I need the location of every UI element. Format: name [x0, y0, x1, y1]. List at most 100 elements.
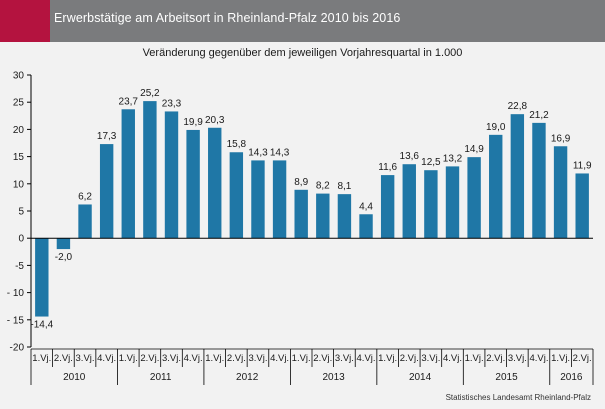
year-label: 2011 [150, 372, 172, 383]
bar [99, 144, 114, 239]
bar [337, 194, 352, 239]
x-tick-label: 2.Vj. [486, 353, 505, 364]
bar [553, 146, 568, 239]
x-tick-label: 4.Vj. [443, 353, 462, 364]
y-tick-label: - 10 [7, 288, 25, 299]
chart-title: Erwerbstätige am Arbeitsort in Rheinland… [54, 11, 401, 25]
data-label: 22,8 [508, 101, 528, 112]
bar [164, 111, 179, 239]
data-label: 15,8 [227, 139, 247, 150]
x-tick-label: 4.Vj. [357, 353, 376, 364]
y-tick-label: 20 [13, 125, 25, 136]
x-tick-label: 2.Vj. [400, 353, 419, 364]
year-label: 2014 [409, 372, 432, 383]
x-tick-label: 3.Vj. [421, 353, 440, 364]
x-tick-label: 1.Vj. [551, 353, 570, 364]
bar [78, 204, 92, 239]
header-accent [0, 0, 50, 42]
year-label: 2013 [322, 372, 345, 383]
x-tick-label: 2.Vj. [573, 353, 592, 364]
y-tick-label: - 15 [7, 315, 25, 326]
x-tick-label: 3.Vj. [508, 353, 527, 364]
x-tick-label: 3.Vj. [162, 353, 181, 364]
bar [294, 189, 308, 239]
x-tick-label: 4.Vj. [184, 353, 203, 364]
data-label: 6,2 [78, 191, 92, 202]
bar [575, 173, 589, 239]
y-tick-label: -20 [10, 343, 25, 354]
bar [272, 160, 287, 239]
x-tick-label: 1.Vj. [119, 353, 138, 364]
data-label: 17,3 [97, 131, 117, 142]
source-note: Statistisches Landesamt Rheinland-Pfalz [445, 393, 591, 402]
bar [510, 114, 525, 239]
bar [121, 109, 135, 239]
data-label: 21,2 [529, 110, 549, 121]
bar [316, 193, 330, 239]
data-label: 23,3 [162, 98, 182, 109]
x-tick-label: 2.Vj. [227, 353, 246, 364]
x-tick-label: 2.Vj. [313, 353, 332, 364]
data-label: 23,7 [119, 96, 139, 107]
bar [380, 175, 395, 239]
header-bar: Erwerbstätige am Arbeitsort in Rheinland… [0, 0, 605, 42]
y-tick-label: 5 [18, 207, 24, 218]
bar [424, 170, 438, 239]
data-label: 8,2 [316, 181, 330, 192]
bar [445, 166, 460, 239]
data-label: 8,9 [294, 177, 308, 188]
year-label: 2010 [63, 372, 86, 383]
data-label: 13,2 [443, 153, 463, 164]
bar [229, 152, 244, 239]
bar [489, 134, 503, 239]
x-tick-label: 1.Vj. [205, 353, 224, 364]
data-label: -14,4 [30, 320, 53, 331]
data-label: 12,5 [421, 157, 441, 168]
bar [143, 101, 157, 239]
data-label: 4,4 [359, 201, 373, 212]
data-label: 14,3 [248, 147, 268, 158]
y-tick-label: 0 [18, 234, 24, 245]
x-tick-label: 2.Vj. [54, 353, 73, 364]
x-tick-label: 3.Vj. [248, 353, 267, 364]
bar [359, 214, 373, 239]
data-label: 11,9 [573, 160, 592, 171]
y-tick-label: 10 [13, 179, 25, 190]
data-label: -2,0 [55, 252, 73, 263]
year-label: 2015 [495, 372, 518, 383]
data-label: 13,6 [400, 151, 420, 162]
bar [251, 160, 265, 239]
x-tick-label: 3.Vj. [335, 353, 354, 364]
data-label: 19,0 [486, 122, 506, 133]
year-label: 2016 [560, 372, 583, 383]
y-tick-label: 30 [13, 71, 25, 82]
x-tick-label: 1.Vj. [378, 353, 397, 364]
y-tick-label: 25 [13, 98, 25, 109]
x-tick-label: 4.Vj. [270, 353, 289, 364]
y-tick-label: -5 [15, 261, 24, 272]
x-tick-label: 3.Vj. [76, 353, 95, 364]
bar [186, 129, 200, 239]
bar [532, 122, 546, 239]
x-tick-label: 1.Vj. [32, 353, 51, 364]
bar [35, 238, 49, 317]
x-tick-label: 1.Vj. [292, 353, 311, 364]
x-tick-label: 1.Vj. [465, 353, 484, 364]
data-label: 11,6 [378, 162, 397, 173]
bar [467, 157, 481, 239]
x-tick-label: 2.Vj. [140, 353, 159, 364]
y-tick-label: 15 [13, 152, 25, 163]
year-label: 2012 [236, 372, 259, 383]
data-label: 19,9 [183, 117, 203, 128]
x-tick-label: 4.Vj. [97, 353, 116, 364]
bar [402, 164, 416, 239]
x-tick-label: 4.Vj. [529, 353, 548, 364]
data-label: 14,3 [270, 147, 290, 158]
data-label: 16,9 [551, 133, 571, 144]
data-label: 20,3 [205, 115, 225, 126]
bar [208, 127, 222, 239]
data-label: 25,2 [140, 88, 160, 99]
chart-subtitle: Veränderung gegenüber dem jeweiligen Vor… [142, 47, 463, 59]
data-label: 8,1 [337, 181, 351, 192]
